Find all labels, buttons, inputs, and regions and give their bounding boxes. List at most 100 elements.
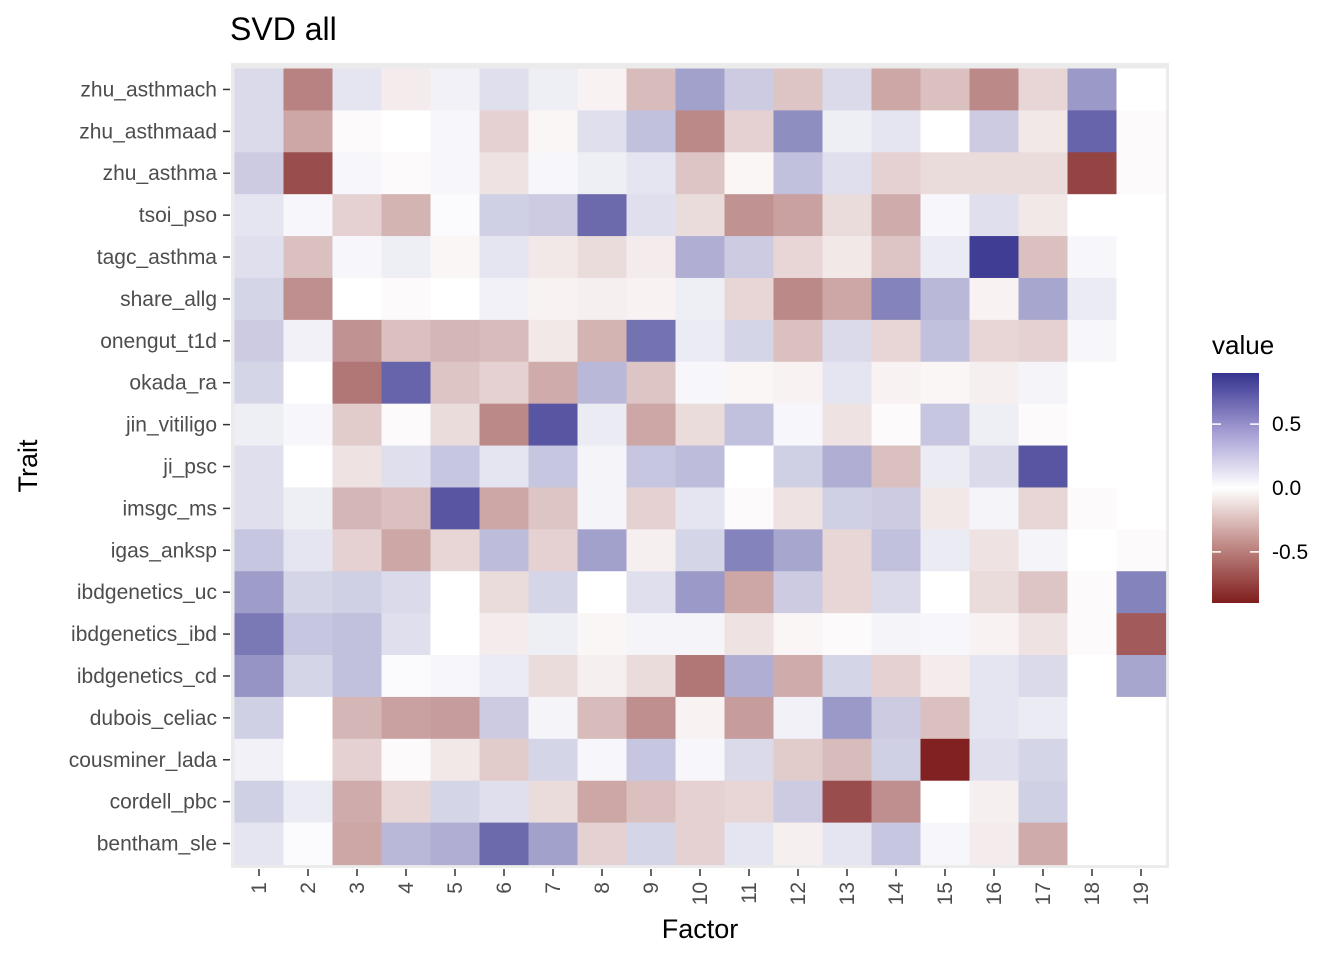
heatmap-cell xyxy=(822,236,873,279)
heatmap-cell xyxy=(969,487,1020,530)
heatmap-cell xyxy=(577,361,628,405)
heatmap-cell xyxy=(332,655,383,698)
heatmap-cell xyxy=(1018,529,1069,572)
heatmap-cell xyxy=(430,571,481,614)
heatmap-cell xyxy=(283,445,334,489)
heatmap-cell xyxy=(528,696,579,740)
heatmap-cell xyxy=(626,403,677,447)
legend-title: value xyxy=(1212,330,1274,360)
heatmap-cell xyxy=(577,277,628,321)
heatmap-cell xyxy=(1116,110,1167,153)
heatmap-cell xyxy=(822,822,873,866)
heatmap-cell xyxy=(675,236,726,279)
heatmap-cell xyxy=(626,319,677,363)
heatmap-cell xyxy=(577,738,628,782)
heatmap-cell xyxy=(626,780,677,824)
heatmap-cell xyxy=(969,403,1020,447)
heatmap-cell xyxy=(332,571,383,614)
heatmap-cell xyxy=(871,822,922,866)
heatmap-cell xyxy=(1018,571,1069,614)
heatmap-cell xyxy=(724,194,775,237)
heatmap-cell xyxy=(479,403,530,447)
x-tick-label: 3 xyxy=(346,882,369,894)
heatmap-cell xyxy=(675,655,726,698)
heatmap-cell xyxy=(724,110,775,153)
heatmap-cell xyxy=(234,68,285,111)
heatmap-cell xyxy=(626,613,677,656)
heatmap-cell xyxy=(920,738,971,782)
heatmap-cell xyxy=(724,361,775,405)
heatmap-cell xyxy=(1067,571,1118,614)
heatmap-cell xyxy=(234,194,285,237)
heatmap-cell xyxy=(283,487,334,530)
heatmap-cell xyxy=(626,445,677,489)
heatmap-cell xyxy=(920,194,971,237)
heatmap-cell xyxy=(822,738,873,782)
heatmap-cell xyxy=(430,487,481,530)
heatmap-cell xyxy=(430,236,481,279)
heatmap-cell xyxy=(577,613,628,656)
heatmap-cell xyxy=(528,780,579,824)
heatmap-cell xyxy=(675,738,726,782)
heatmap-cell xyxy=(822,529,873,572)
heatmap-cell xyxy=(577,696,628,740)
heatmap-cell xyxy=(528,571,579,614)
heatmap-cell xyxy=(1018,277,1069,321)
heatmap-cell xyxy=(822,403,873,447)
y-tick-label: cousminer_lada xyxy=(69,749,218,772)
heatmap-cell xyxy=(430,780,481,824)
heatmap-cell xyxy=(871,696,922,740)
y-tick-label: zhu_asthma xyxy=(103,162,218,185)
y-tick-label: tsoi_pso xyxy=(139,204,217,227)
heatmap-cell xyxy=(1067,529,1118,572)
heatmap-cell xyxy=(234,361,285,405)
heatmap-cell xyxy=(234,655,285,698)
y-tick-label: onengut_t1d xyxy=(100,330,217,353)
heatmap-cell xyxy=(528,613,579,656)
heatmap-cell xyxy=(969,194,1020,237)
heatmap-cell xyxy=(332,738,383,782)
heatmap-cell xyxy=(969,319,1020,363)
heatmap-cell xyxy=(528,277,579,321)
heatmap-cell xyxy=(724,319,775,363)
heatmap-cell xyxy=(332,277,383,321)
heatmap-cell xyxy=(626,529,677,572)
heatmap-cell xyxy=(822,655,873,698)
heatmap-cell xyxy=(528,194,579,237)
heatmap-cell xyxy=(381,487,432,530)
heatmap-cell xyxy=(871,68,922,111)
heatmap-cell xyxy=(283,403,334,447)
heatmap-cell xyxy=(234,152,285,195)
heatmap-cell xyxy=(528,487,579,530)
y-tick-label: tagc_asthma xyxy=(97,246,218,269)
heatmap-cell xyxy=(332,445,383,489)
heatmap-cell xyxy=(381,696,432,740)
heatmap-cell xyxy=(724,655,775,698)
heatmap-cell xyxy=(626,152,677,195)
heatmap-cell xyxy=(1116,487,1167,530)
heatmap-cell xyxy=(234,277,285,321)
heatmap-cell xyxy=(871,780,922,824)
heatmap-cell xyxy=(871,152,922,195)
heatmap-cell xyxy=(1018,655,1069,698)
heatmap-cell xyxy=(577,780,628,824)
y-tick-label: jin_vitiligo xyxy=(125,414,217,437)
chart-title: SVD all xyxy=(230,11,337,47)
heatmap-cell xyxy=(1067,613,1118,656)
heatmap-cell xyxy=(626,236,677,279)
heatmap-cell xyxy=(1116,655,1167,698)
heatmap-cell xyxy=(773,487,824,530)
heatmap-cell xyxy=(528,68,579,111)
heatmap-cell xyxy=(430,68,481,111)
heatmap-cell xyxy=(871,613,922,656)
heatmap-cell xyxy=(283,110,334,153)
heatmap-cell xyxy=(381,361,432,405)
heatmap-cell xyxy=(1067,361,1118,405)
heatmap-cell xyxy=(822,445,873,489)
heatmap-cell xyxy=(871,403,922,447)
heatmap-cell xyxy=(234,529,285,572)
heatmap-cell xyxy=(1116,738,1167,782)
heatmap-cell xyxy=(577,529,628,572)
heatmap-cell xyxy=(969,110,1020,153)
heatmap-cell xyxy=(773,529,824,572)
